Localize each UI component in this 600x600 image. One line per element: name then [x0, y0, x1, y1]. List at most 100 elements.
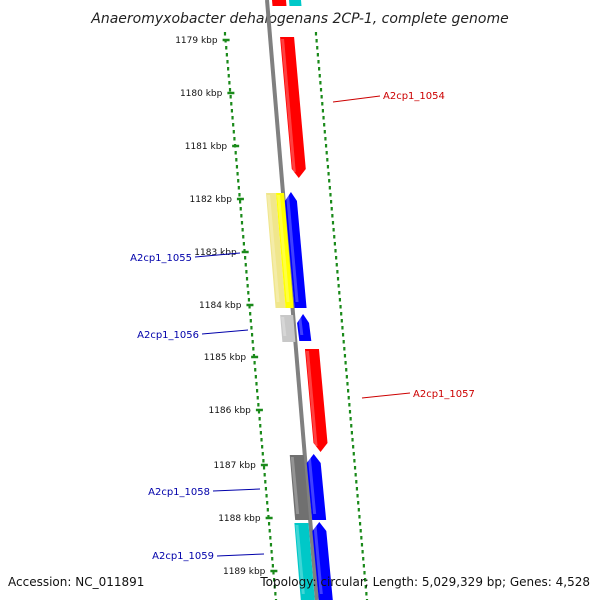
gene-a2cp1-1056-shade [298, 316, 304, 335]
gc-dot [355, 480, 358, 484]
gc-dot [325, 151, 328, 155]
gc-dot [352, 445, 355, 449]
gc-dot [338, 298, 342, 302]
gc-dot [254, 375, 257, 379]
gc-dot [269, 536, 272, 540]
tick-label: 1184 kbp [199, 301, 242, 311]
gc-dot [356, 494, 359, 498]
gene-a2cp1-1055-shade [285, 194, 299, 302]
gc-dot [228, 81, 231, 85]
gc-dot [251, 340, 254, 344]
gc-dot [269, 543, 273, 547]
gene-light-gray-shade [281, 317, 287, 336]
gc-dot [257, 410, 261, 414]
gc-dot [319, 81, 322, 85]
gc-dot [365, 592, 368, 596]
gc-dot [350, 424, 353, 428]
gene-leader-line [201, 329, 249, 335]
gc-dot [361, 550, 364, 554]
gc-dot [328, 186, 331, 190]
gc-dot [321, 109, 325, 113]
gc-dot [266, 508, 269, 512]
gc-dot [228, 88, 232, 92]
gc-dot [244, 256, 247, 260]
gene-pale-yellow [266, 193, 286, 308]
gc-dot [245, 270, 248, 274]
tick-label: 1187 kbp [213, 461, 256, 471]
tick-label: 1186 kbp [208, 406, 251, 416]
gc-dot [242, 242, 245, 246]
gc-dot [239, 207, 242, 211]
gc-dot [364, 585, 367, 589]
gc-dot [335, 263, 338, 267]
gc-dot [362, 564, 365, 568]
gc-dot [256, 389, 259, 393]
gc-dot [328, 179, 331, 183]
gc-dot [239, 200, 242, 204]
gene-a2cp1-1059-shade [313, 524, 323, 594]
gc-dot [231, 116, 234, 120]
gc-dot [345, 368, 348, 372]
tick-label: 1185 kbp [204, 353, 247, 363]
gc-dot [317, 60, 320, 64]
gc-dot [318, 74, 321, 78]
gene-label: A2cp1_1058 [148, 487, 210, 498]
gc-dot [265, 494, 268, 498]
tick-label: 1188 kbp [218, 514, 261, 524]
gene-dark-gray [289, 455, 310, 520]
gc-dot [263, 473, 266, 477]
gc-dot [260, 438, 263, 442]
gc-dot [262, 459, 265, 463]
gc-dot [330, 200, 333, 204]
gc-dot [353, 459, 356, 463]
kbp-ticks: 1179 kbp 1180 kbp 1181 kbp 1182 kbp 1183 kbp… [175, 36, 278, 577]
gc-dot [360, 536, 363, 540]
gene-a2cp1-1056 [297, 314, 312, 341]
gc-dot [329, 193, 332, 197]
gc-dot [358, 515, 361, 519]
gc-dot [363, 571, 366, 575]
gc-dot [334, 249, 337, 253]
gc-dot [332, 228, 335, 232]
gene-leader-line [194, 252, 241, 258]
gc-dot [223, 32, 227, 36]
gene-label: A2cp1_1054 [383, 91, 445, 102]
gc-dot [230, 102, 233, 106]
gene-cyan [294, 523, 315, 600]
gc-dot [241, 228, 244, 232]
gene-leader-line [332, 95, 381, 103]
gc-dot [357, 501, 360, 505]
gc-dot [271, 557, 274, 561]
gc-dot [335, 256, 338, 260]
gc-dot [266, 501, 269, 505]
gc-dot [259, 424, 262, 428]
gc-dot [230, 109, 234, 113]
gene-cyan-partial [289, 0, 302, 6]
gc-dot [324, 144, 328, 148]
tick-label: 1182 kbp [190, 195, 233, 205]
gene-a2cp1-1059 [312, 522, 333, 600]
gc-dot [264, 487, 268, 491]
gene-a2cp1-1057-shade [305, 351, 318, 446]
gc-dot [316, 53, 319, 57]
gc-dot [268, 529, 271, 533]
gene-a2cp1-1055-yellow [276, 193, 294, 308]
gene-labels: A2cp1_1054 A2cp1_1055 A2cp1_1056 A2cp1_1057… [130, 91, 475, 562]
gc-dot [273, 585, 276, 589]
gc-dot [255, 382, 258, 386]
gc-dot [250, 333, 254, 337]
gc-dot [358, 522, 362, 526]
gc-dot [225, 46, 228, 50]
gc-dot [273, 578, 276, 582]
map-title: Anaeromyxobacter dehalogenans 2CP-1, com… [90, 11, 508, 27]
gc-dot-tracks [223, 32, 369, 600]
gc-dot [242, 235, 245, 239]
gc-dot [234, 151, 237, 155]
gc-dot [347, 396, 350, 400]
gene-features [266, 0, 333, 600]
gene-red-partial [272, 0, 287, 6]
gene-leader-line [361, 392, 411, 399]
gc-dot [274, 592, 277, 596]
gc-dot [345, 375, 348, 379]
